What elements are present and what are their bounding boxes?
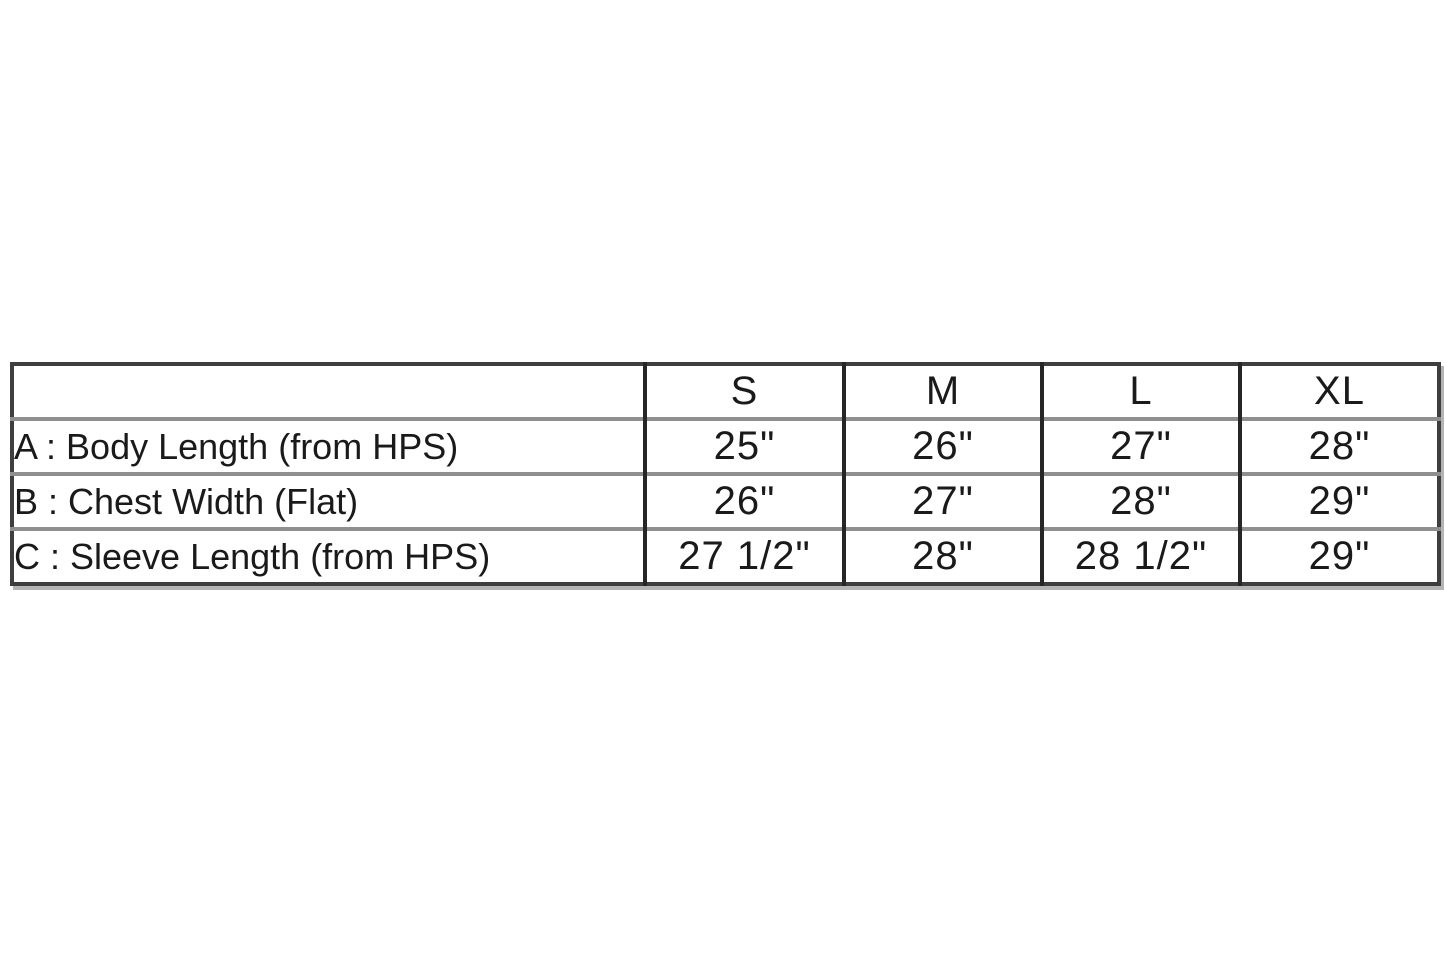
column-header-s: S — [643, 364, 844, 419]
body-length-s-value: 25" — [643, 417, 844, 474]
size-chart: S M L XL A : Body Length (from HPS) 25" … — [10, 362, 1441, 586]
chest-width-xl-value: 29" — [1238, 472, 1439, 529]
body-length-l-value: 27" — [1040, 417, 1240, 474]
chest-width-l-value: 28" — [1040, 472, 1240, 529]
header-row: S M L XL — [12, 364, 1439, 419]
column-header-l: L — [1040, 364, 1240, 419]
column-header-xl: XL — [1238, 364, 1439, 419]
sleeve-length-l-value: 28 1/2" — [1040, 527, 1240, 584]
corner-cell — [12, 364, 645, 419]
sleeve-length-xl-value: 29" — [1238, 527, 1439, 584]
measurement-row-chest-width: B : Chest Width (Flat) 26" 27" 28" 29" — [12, 472, 1439, 529]
measurement-row-sleeve-length: C : Sleeve Length (from HPS) 27 1/2" 28"… — [12, 527, 1439, 584]
row-label-body-length: A : Body Length (from HPS) — [12, 417, 645, 474]
row-label-chest-width: B : Chest Width (Flat) — [12, 472, 645, 529]
chest-width-m-value: 27" — [842, 472, 1042, 529]
size-chart-table: S M L XL A : Body Length (from HPS) 25" … — [10, 362, 1441, 586]
body-length-m-value: 26" — [842, 417, 1042, 474]
column-header-m: M — [842, 364, 1042, 419]
chest-width-s-value: 26" — [643, 472, 844, 529]
measurement-row-body-length: A : Body Length (from HPS) 25" 26" 27" 2… — [12, 417, 1439, 474]
sleeve-length-m-value: 28" — [842, 527, 1042, 584]
sleeve-length-s-value: 27 1/2" — [643, 527, 844, 584]
row-label-sleeve-length: C : Sleeve Length (from HPS) — [12, 527, 645, 584]
body-length-xl-value: 28" — [1238, 417, 1439, 474]
